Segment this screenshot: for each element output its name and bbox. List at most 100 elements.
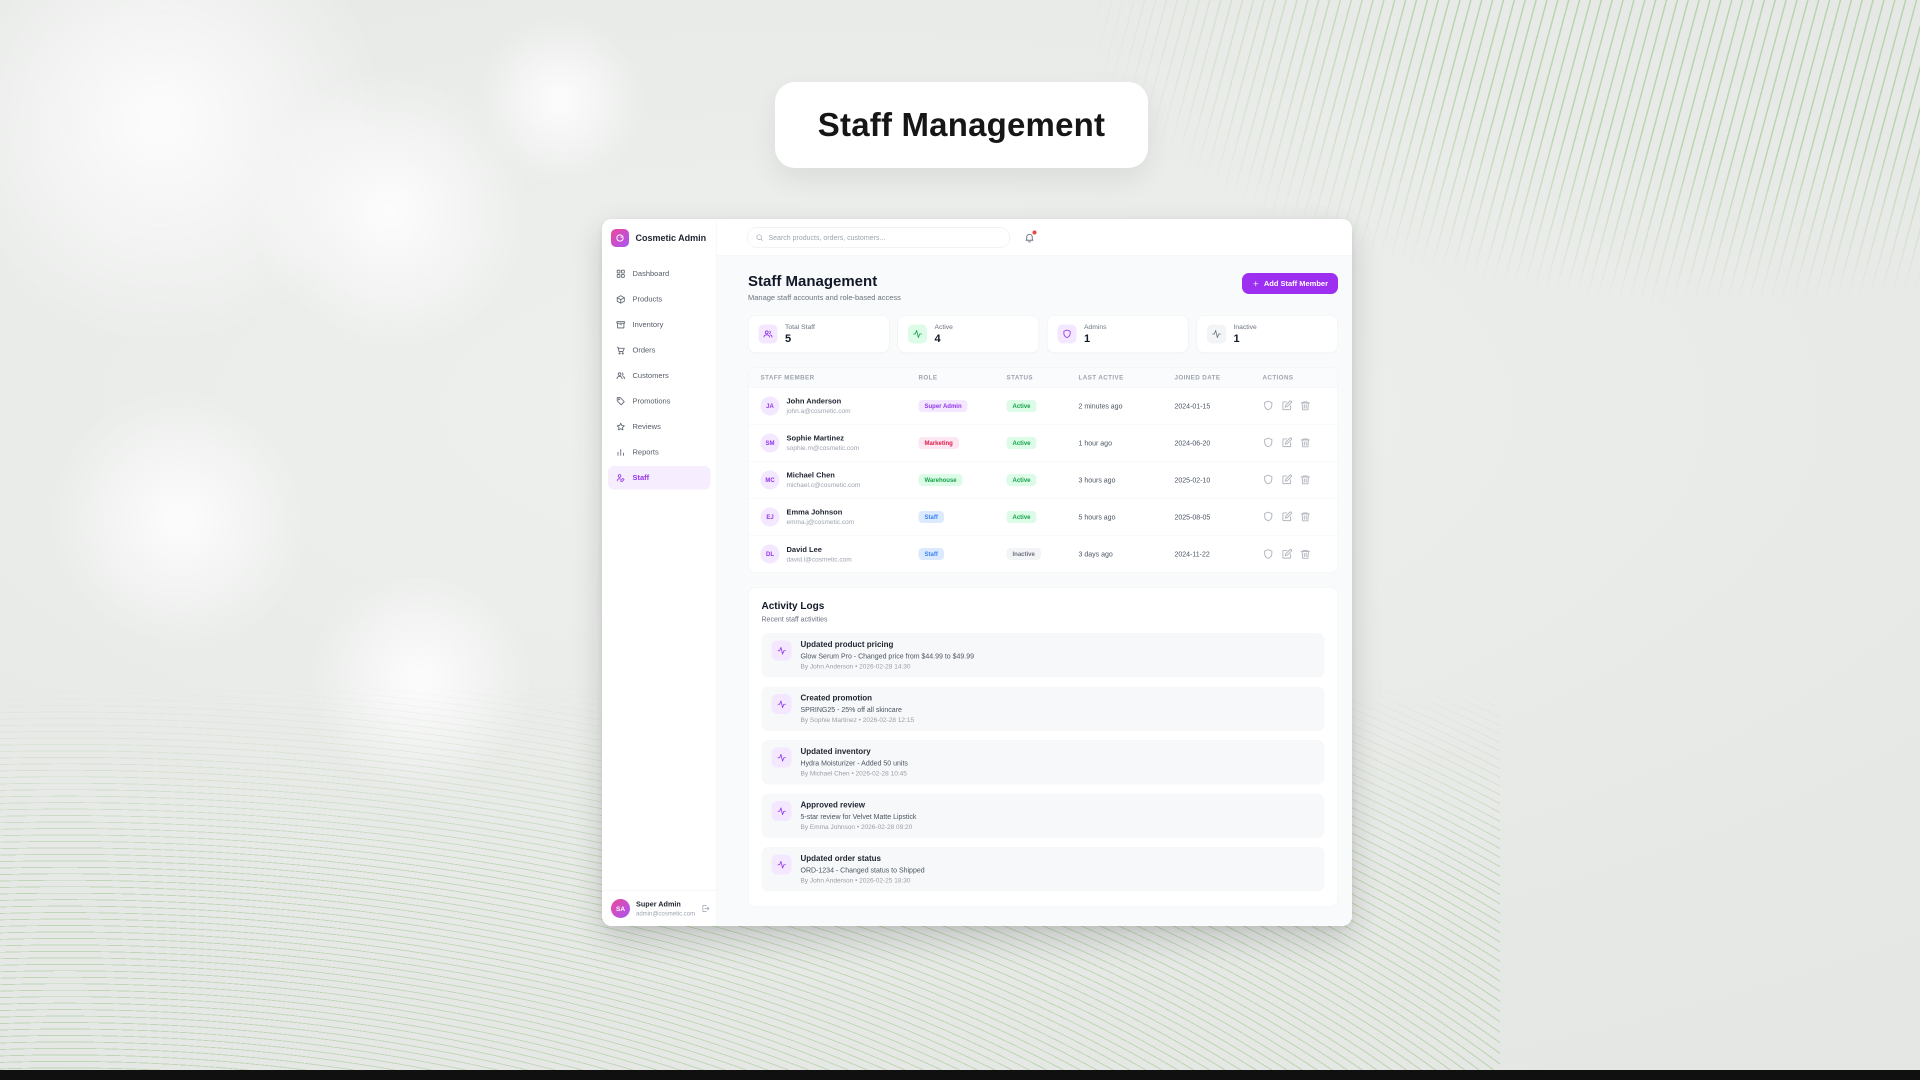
log-title: Created promotion <box>800 694 873 703</box>
delete-icon[interactable] <box>1300 474 1312 486</box>
log-meta: By Sophie Martinez • 2026-02-28 12:15 <box>800 716 915 724</box>
table-row: MC Michael Chen michael.c@cosmetic.com W… <box>748 462 1338 499</box>
sidebar-item-inventory[interactable]: Inventory <box>608 313 711 337</box>
sidebar-item-label: Products <box>632 295 663 304</box>
activity-log-item: Approved review 5-star review for Velvet… <box>761 793 1325 838</box>
stat-label: Total Staff <box>785 323 815 331</box>
activity-log-item: Updated product pricing Glow Serum Pro -… <box>761 633 1325 678</box>
staff-name: Emma Johnson <box>786 508 843 517</box>
sidebar-item-products[interactable]: Products <box>608 288 711 312</box>
delete-icon[interactable] <box>1300 400 1312 412</box>
sidebar-item-customers[interactable]: Customers <box>608 364 711 388</box>
avatar: SM <box>760 433 780 453</box>
log-description: 5-star review for Velvet Matte Lipstick <box>800 812 917 821</box>
edit-icon[interactable] <box>1281 511 1293 523</box>
stat-label: Inactive <box>1233 323 1257 331</box>
sidebar-item-dashboard[interactable]: Dashboard <box>608 262 711 286</box>
column-header: ROLE <box>918 373 938 381</box>
permissions-shield-icon[interactable] <box>1263 511 1275 523</box>
last-active: 1 hour ago <box>1078 438 1112 447</box>
sidebar-item-label: Promotions <box>632 397 671 406</box>
add-staff-button[interactable]: Add Staff Member <box>1241 273 1338 294</box>
notification-dot <box>1032 230 1037 235</box>
page-subtitle: Manage staff accounts and role-based acc… <box>748 293 901 303</box>
table-row: SM Sophie Martinez sophie.m@cosmetic.com… <box>748 425 1338 462</box>
staff-table: STAFF MEMBER ROLE STATUS LAST ACTIVE JOI… <box>748 367 1338 573</box>
column-header: STAFF MEMBER <box>760 373 815 381</box>
last-active: 3 days ago <box>1078 550 1113 558</box>
avatar: MC <box>760 470 780 490</box>
admin-app-window: Cosmetic Admin Dashboard Products Invent… <box>602 219 1352 926</box>
activity-icon <box>908 324 927 344</box>
log-description: SPRING25 - 25% off all skincare <box>800 705 902 714</box>
sidebar-item-staff[interactable]: Staff <box>608 466 711 490</box>
joined-date: 2024-06-20 <box>1174 438 1211 447</box>
column-header: LAST ACTIVE <box>1078 373 1124 381</box>
activity-pulse-icon <box>771 747 792 768</box>
activity-subtitle: Recent staff activities <box>761 615 828 623</box>
activity-title: Activity Logs <box>761 600 825 612</box>
joined-date: 2025-08-05 <box>1174 512 1211 521</box>
sidebar-item-reviews[interactable]: Reviews <box>608 415 711 439</box>
shield-icon <box>1057 324 1077 344</box>
sidebar-item-promotions[interactable]: Promotions <box>608 390 711 414</box>
hero-title-card: Staff Management <box>775 82 1148 168</box>
activity-log-item: Updated inventory Hydra Moisturizer - Ad… <box>761 740 1325 785</box>
log-description: ORD-1234 - Changed status to Shipped <box>800 866 925 874</box>
joined-date: 2025-02-10 <box>1174 475 1211 484</box>
column-header: JOINED DATE <box>1174 373 1221 381</box>
brand: Cosmetic Admin <box>602 219 717 255</box>
logout-icon[interactable] <box>701 904 710 913</box>
edit-icon[interactable] <box>1281 474 1293 486</box>
avatar: JA <box>760 396 780 416</box>
log-title: Updated inventory <box>800 747 871 757</box>
bottom-black-strip <box>0 1070 1920 1080</box>
delete-icon[interactable] <box>1300 548 1312 560</box>
status-badge: Active <box>1006 399 1037 412</box>
log-title: Updated product pricing <box>800 640 894 650</box>
status-badge: Inactive <box>1006 548 1041 560</box>
users-icon <box>616 371 626 381</box>
log-meta: By Emma Johnson • 2026-02-28 09:20 <box>800 823 913 831</box>
staff-name: David Lee <box>786 545 822 554</box>
notification-bell-icon[interactable] <box>1024 230 1037 243</box>
role-badge: Super Admin <box>918 399 968 412</box>
decor-blob <box>40 380 320 660</box>
permissions-shield-icon[interactable] <box>1263 437 1275 449</box>
delete-icon[interactable] <box>1300 437 1312 449</box>
permissions-shield-icon[interactable] <box>1263 548 1275 560</box>
sidebar-item-label: Customers <box>632 371 669 381</box>
edit-icon[interactable] <box>1281 400 1293 412</box>
edit-icon[interactable] <box>1281 548 1293 560</box>
sidebar-item-label: Staff <box>632 473 650 483</box>
tag-icon <box>616 397 626 407</box>
column-header: ACTIONS <box>1262 373 1294 381</box>
status-badge: Active <box>1006 510 1037 523</box>
log-title: Approved review <box>800 801 865 810</box>
edit-icon[interactable] <box>1281 437 1293 449</box>
avatar: EJ <box>760 507 780 527</box>
permissions-shield-icon[interactable] <box>1263 474 1275 486</box>
sidebar-item-reports[interactable]: Reports <box>608 441 711 465</box>
sidebar-item-orders[interactable]: Orders <box>608 339 711 363</box>
hero-title: Staff Management <box>817 106 1106 143</box>
star-icon <box>616 422 626 432</box>
archive-box-icon <box>616 320 626 330</box>
staff-name: John Anderson <box>786 397 842 406</box>
permissions-shield-icon[interactable] <box>1263 400 1275 412</box>
staff-email: emma.j@cosmetic.com <box>786 518 855 526</box>
search-input[interactable] <box>768 233 1002 242</box>
bar-chart-icon <box>616 448 626 458</box>
table-row: EJ Emma Johnson emma.j@cosmetic.com Staf… <box>748 499 1338 536</box>
table-header-row: STAFF MEMBER ROLE STATUS LAST ACTIVE JOI… <box>748 367 1338 388</box>
stat-value: 1 <box>1084 332 1091 345</box>
role-badge: Staff <box>918 548 944 560</box>
stat-card-active: Active 4 <box>897 315 1039 353</box>
last-active: 5 hours ago <box>1078 512 1116 521</box>
joined-date: 2024-01-15 <box>1174 401 1211 410</box>
delete-icon[interactable] <box>1300 511 1312 523</box>
staff-name: Michael Chen <box>786 471 835 480</box>
stat-label: Admins <box>1084 323 1107 331</box>
sidebar-item-label: Dashboard <box>632 269 670 279</box>
